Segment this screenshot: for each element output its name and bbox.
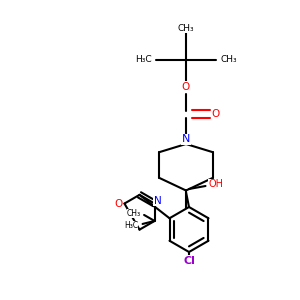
Text: H₃C: H₃C xyxy=(135,56,152,64)
Text: H₃C: H₃C xyxy=(124,221,138,230)
Text: CH₃: CH₃ xyxy=(127,209,141,218)
Text: O: O xyxy=(114,199,123,208)
Text: OH: OH xyxy=(208,179,224,190)
Text: CH₃: CH₃ xyxy=(178,24,194,33)
Text: N: N xyxy=(154,196,161,206)
Text: N: N xyxy=(182,134,190,145)
Text: Cl: Cl xyxy=(183,256,195,266)
Text: CH₃: CH₃ xyxy=(220,56,237,64)
Text: O: O xyxy=(182,82,190,92)
Text: O: O xyxy=(212,109,220,119)
